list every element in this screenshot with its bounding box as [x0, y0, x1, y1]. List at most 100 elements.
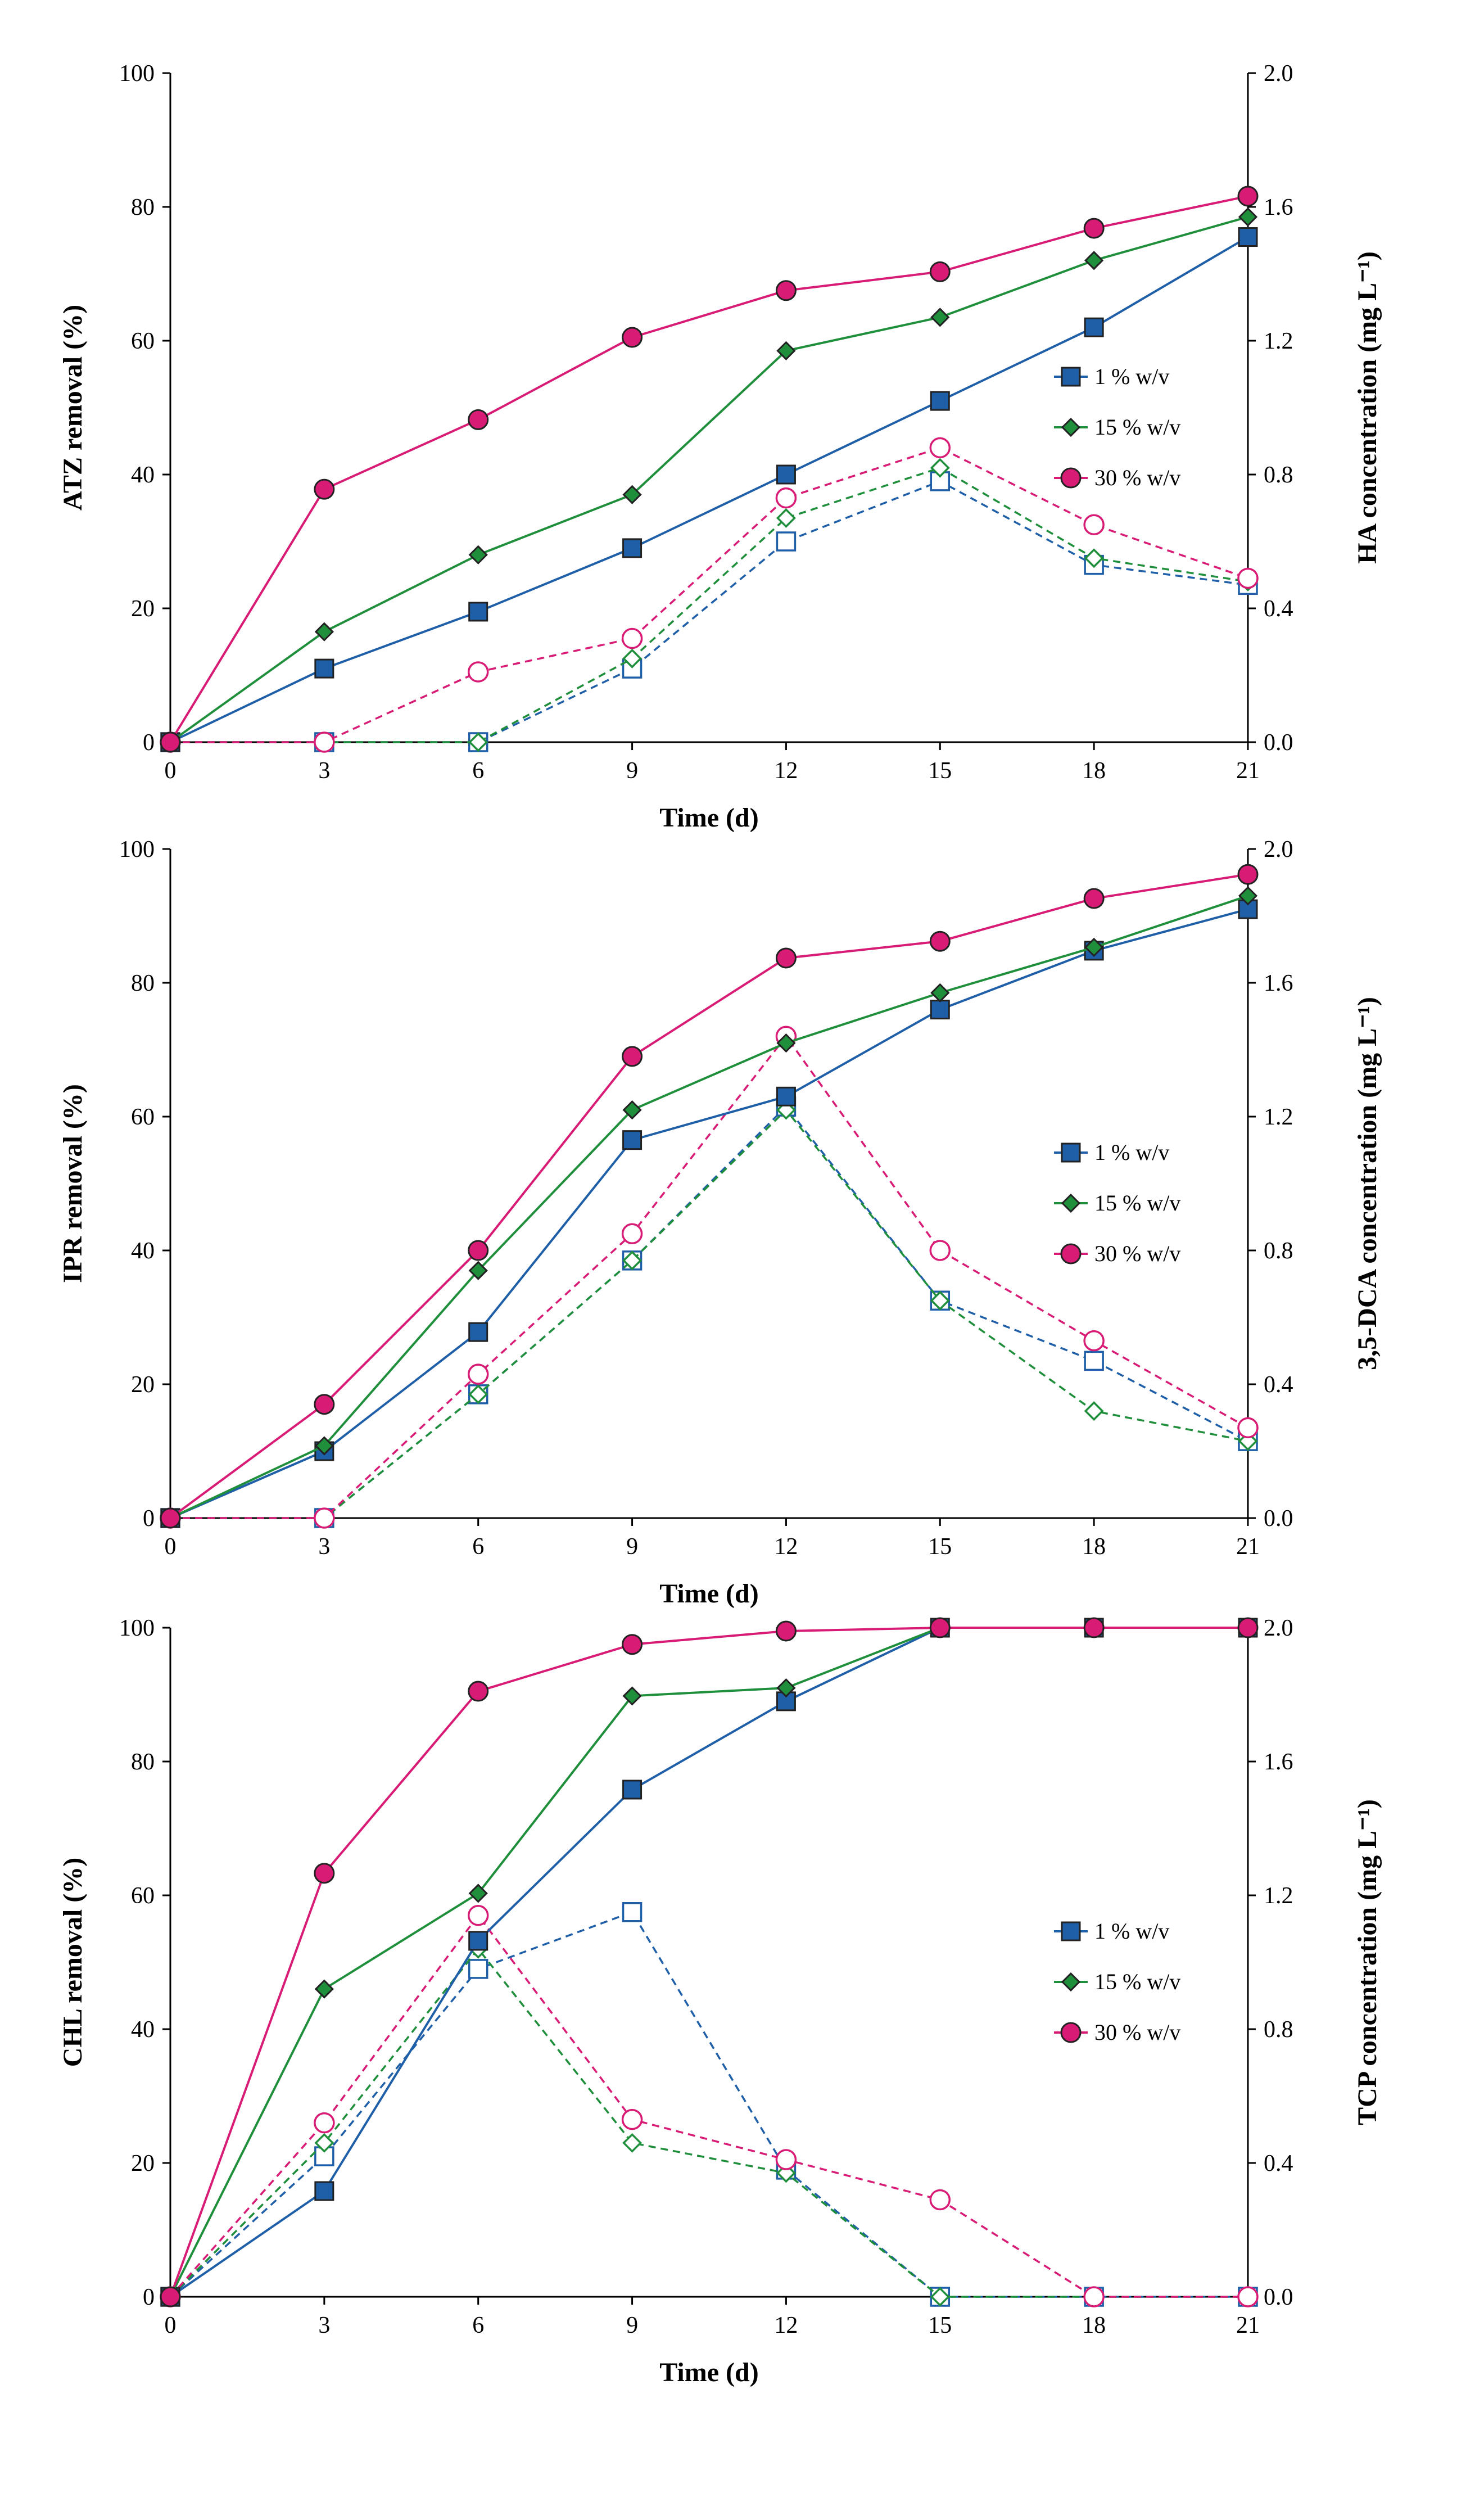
data-point [776, 464, 796, 485]
data-point [775, 280, 797, 301]
x-tick-label: 6 [472, 2313, 484, 2338]
data-point [468, 732, 488, 752]
left-y-tick-label: 0 [143, 1506, 155, 1532]
data-point [622, 538, 643, 558]
data-point [468, 1322, 488, 1342]
series-1-w-v-concentration [160, 1902, 1258, 2307]
right-y-tick-label: 1.6 [1264, 195, 1293, 220]
data-point [621, 2108, 643, 2130]
series-line [170, 236, 1249, 743]
series-line [170, 1108, 1248, 1519]
data-point [468, 602, 488, 622]
data-point [1238, 227, 1258, 247]
legend-marker [1061, 1193, 1081, 1213]
data-point [468, 1384, 488, 1404]
left-y-tick-label: 40 [131, 1238, 155, 1264]
legend: 1 % w/v 15 % w/v 30 % w/v [1054, 1140, 1180, 1266]
x-tick-label: 15 [928, 2313, 952, 2338]
legend-item: 30 % w/v [1054, 465, 1180, 490]
legend-marker [1060, 467, 1082, 489]
x-tick-label: 9 [626, 2313, 638, 2338]
right-y-tick-label: 2.0 [1264, 1615, 1293, 1641]
data-point [622, 1046, 643, 1067]
data-point [1084, 1351, 1104, 1371]
legend-item: 15 % w/v [1054, 1190, 1180, 1216]
chart-panel-2: 0 3 6 9 12 15 18 21 0 20 40 60 80 100 0.0 0.4 0.8 1.2 1.6 2… [58, 837, 1382, 1609]
data-point [775, 2149, 797, 2170]
data-point [1083, 514, 1105, 535]
x-tick-label: 6 [472, 1534, 484, 1560]
right-y-tick-label: 0.4 [1264, 1372, 1293, 1398]
right-y-tick-label: 2.0 [1264, 61, 1293, 87]
right-axis-title: HA concentration (mg L⁻¹) [1352, 251, 1382, 564]
legend-marker [1061, 367, 1081, 387]
left-y-tick-label: 60 [131, 328, 155, 354]
left-y-tick-label: 60 [131, 1104, 155, 1130]
data-point [929, 931, 951, 952]
x-tick-label: 15 [928, 1534, 952, 1560]
data-point [314, 2133, 334, 2153]
data-point [929, 1617, 951, 1638]
left-axis-title: ATZ removal (%) [58, 305, 88, 511]
left-y-tick-label: 20 [131, 1372, 155, 1398]
right-y-tick-label: 0.0 [1264, 730, 1293, 756]
data-point [622, 1780, 643, 1800]
series-line [169, 1913, 1248, 2298]
x-tick-label: 3 [318, 758, 330, 784]
series-15-w-v-removal [160, 1618, 1258, 2307]
left-axis-title: IPR removal (%) [58, 1084, 88, 1283]
data-point [622, 1902, 643, 1922]
data-point [1083, 888, 1105, 909]
legend-marker [1061, 1921, 1081, 1941]
data-point [930, 458, 950, 478]
right-y-tick-label: 0.4 [1264, 2151, 1293, 2176]
right-axis-title: TCP concentration (mg L⁻¹) [1352, 1799, 1382, 2125]
legend-item: 15 % w/v [1054, 414, 1180, 440]
data-point [1237, 1417, 1259, 1439]
legend-marker [1060, 1243, 1082, 1264]
left-y-tick-label: 40 [131, 2017, 155, 2043]
x-tick-label: 9 [626, 758, 638, 784]
data-point [468, 1240, 489, 1261]
data-point [1237, 567, 1259, 589]
x-tick-label: 18 [1082, 758, 1106, 784]
data-point [314, 622, 334, 642]
data-point [1084, 937, 1104, 958]
legend-item: 1 % w/v [1054, 364, 1169, 389]
x-tick-label: 3 [318, 1534, 330, 1560]
data-point [1083, 218, 1105, 239]
data-point [929, 437, 951, 459]
chart-panel-1: 0 3 6 9 12 15 18 21 0 20 40 60 80 100 0.0 0.4 0.8 1.2 1.6 2… [58, 61, 1382, 833]
series-30-w-v-concentration [160, 1904, 1259, 2307]
x-tick-label: 21 [1236, 2313, 1260, 2338]
right-y-tick-label: 0.0 [1264, 2284, 1293, 2310]
right-y-tick-label: 2.0 [1264, 837, 1293, 862]
series-15-w-v-removal [160, 886, 1258, 1528]
data-point [314, 1863, 335, 1884]
series-30-w-v-removal [160, 186, 1259, 753]
series-line [169, 1911, 1248, 2298]
data-point [314, 478, 335, 500]
data-point [930, 2287, 950, 2307]
data-point [929, 1240, 951, 1261]
x-axis-title: Time (d) [659, 1579, 758, 1609]
legend-label: 1 % w/v [1094, 364, 1169, 389]
x-axis-title: Time (d) [659, 2358, 758, 2387]
data-point [467, 661, 489, 683]
data-point [776, 531, 797, 552]
legend-marker [1061, 1972, 1081, 1992]
x-tick-label: 12 [774, 1534, 798, 1560]
data-point [1084, 317, 1104, 337]
data-point [1084, 548, 1104, 568]
right-y-tick-label: 0.8 [1264, 1238, 1293, 1264]
right-y-tick-label: 1.2 [1264, 1883, 1293, 1909]
legend: 1 % w/v 15 % w/v 30 % w/v [1054, 1918, 1180, 2045]
right-y-tick-label: 1.2 [1264, 328, 1293, 354]
data-point [468, 545, 488, 564]
left-y-tick-label: 0 [143, 730, 155, 756]
data-point [314, 1394, 335, 1415]
data-point [776, 1086, 796, 1107]
x-tick-label: 21 [1236, 1534, 1260, 1560]
data-point [930, 1000, 950, 1020]
